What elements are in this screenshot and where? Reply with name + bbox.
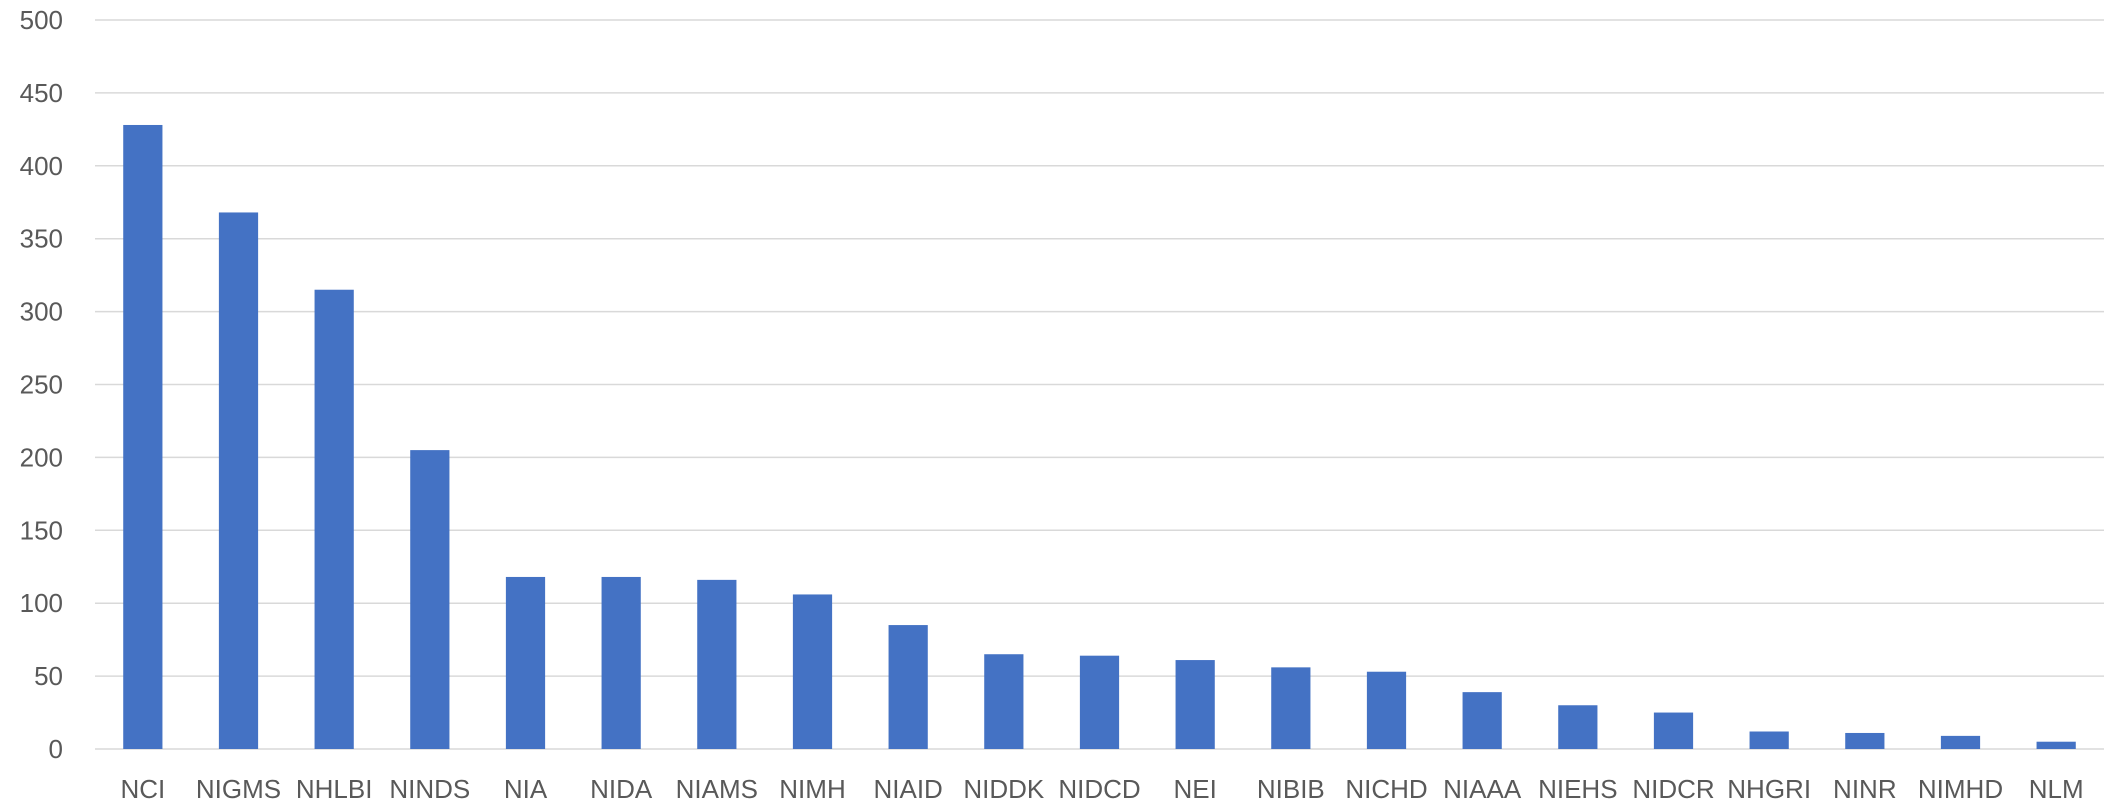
bar-nlm: [2036, 741, 2076, 749]
bar-nei: [1175, 660, 1215, 749]
y-axis-tick-labels: 0 50 100 150 200 250 300 350 400 450 500: [20, 5, 63, 764]
bar-nimhd: [1940, 735, 1981, 749]
x-category-label-ninr: NINR: [1833, 774, 1897, 802]
x-category-label-nichd: NICHD: [1345, 774, 1427, 802]
bars: [123, 124, 2076, 749]
x-category-label-nci: NCI: [120, 774, 165, 802]
x-category-label-ninds: NINDS: [389, 774, 470, 802]
bar-niddk: [984, 654, 1024, 749]
bar-ninr: [1845, 732, 1885, 749]
x-category-label-nimh: NIMH: [779, 774, 845, 802]
x-axis-category-labels: NCI NIGMS NHLBI NINDS NIA NIDA NIAMS NIMH NIAID N…: [120, 774, 2083, 802]
y-tick-label: 150: [20, 515, 63, 545]
x-category-label-nidcr: NIDCR: [1632, 774, 1714, 802]
bar-niehs: [1558, 705, 1598, 749]
bar-niaid: [888, 625, 928, 749]
x-category-label-nia: NIA: [504, 774, 548, 802]
x-category-label-niaid: NIAID: [873, 774, 942, 802]
bar-nigms: [218, 212, 259, 749]
y-tick-label: 0: [49, 734, 63, 764]
bar-niaaa: [1462, 692, 1502, 749]
x-category-label-nhlbi: NHLBI: [296, 774, 373, 802]
bar-ninds: [410, 450, 450, 749]
bar-nibib: [1271, 667, 1311, 749]
gridlines: [95, 19, 2104, 750]
bar-nia: [505, 576, 546, 749]
x-category-label-nida: NIDA: [590, 774, 653, 802]
x-category-label-nigms: NIGMS: [196, 774, 281, 802]
bar-nida: [601, 576, 641, 749]
bar-nidcd: [1079, 655, 1120, 749]
y-tick-label: 200: [20, 442, 63, 472]
bar-nimh: [792, 594, 833, 749]
y-tick-label: 250: [20, 370, 63, 400]
y-tick-label: 500: [20, 5, 63, 35]
bar-nichd: [1366, 671, 1407, 749]
bar-nhlbi: [314, 289, 354, 749]
x-category-label-nimhd: NIMHD: [1918, 774, 2003, 802]
x-category-label-nibib: NIBIB: [1257, 774, 1325, 802]
x-category-label-nhgri: NHGRI: [1727, 774, 1811, 802]
x-category-label-niehs: NIEHS: [1538, 774, 1617, 802]
y-tick-label: 100: [20, 588, 63, 618]
x-category-label-niddk: NIDDK: [963, 774, 1045, 802]
bar-nci: [123, 124, 163, 749]
bar-nhgri: [1749, 731, 1789, 749]
x-category-label-nlm: NLM: [2029, 774, 2084, 802]
x-category-label-nei: NEI: [1173, 774, 1216, 802]
y-tick-label: 450: [20, 78, 63, 108]
bar-niams: [697, 579, 737, 749]
bar-nidcr: [1653, 712, 1694, 749]
x-category-label-nidcd: NIDCD: [1058, 774, 1140, 802]
y-tick-label: 50: [34, 661, 63, 691]
y-tick-label: 400: [20, 151, 63, 181]
x-category-label-niams: NIAMS: [676, 774, 758, 802]
y-tick-label: 300: [20, 297, 63, 327]
y-tick-label: 350: [20, 224, 63, 254]
x-category-label-niaaa: NIAAA: [1443, 774, 1522, 802]
